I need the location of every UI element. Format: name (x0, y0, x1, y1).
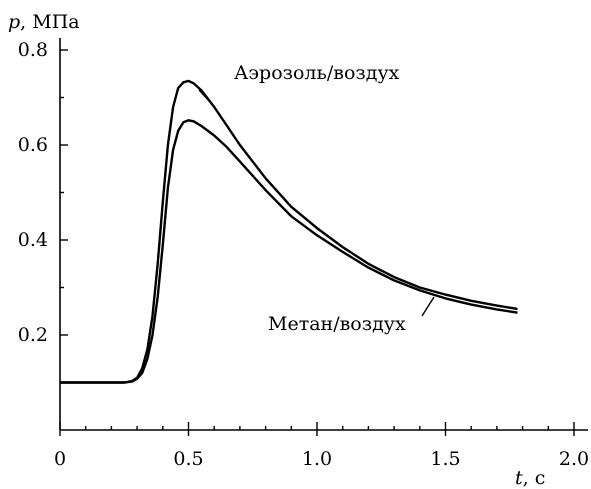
x-tick-label: 2.0 (559, 448, 589, 470)
series-leader-aerosol (198, 89, 212, 104)
y-axis-unit: , МПа (20, 11, 79, 33)
y-tick-label: 0.2 (18, 324, 48, 346)
series-line-methane (60, 119, 518, 384)
series-label-methane: Метан/воздух (268, 313, 406, 335)
series-label-aerosol: Аэрозоль/воздух (234, 62, 400, 84)
tick-labels: 0 0.5 1.0 1.5 2.0 0.2 0.4 0.6 0.8 (18, 39, 589, 470)
series-labels: Аэрозоль/воздух Метан/воздух (198, 62, 435, 335)
y-tick-label: 0.4 (18, 229, 48, 251)
x-tick-label: 0 (54, 448, 66, 470)
x-tick-label: 1.0 (302, 448, 332, 470)
x-tick-label: 0.5 (173, 448, 203, 470)
series-line-aerosol (60, 79, 518, 384)
series-lines (60, 79, 518, 384)
x-tick-label: 1.5 (430, 448, 460, 470)
series-leader-methane (421, 296, 435, 317)
x-axis-title: t, с (515, 467, 545, 489)
y-axis-title: p, МПа (8, 11, 80, 33)
axes (59, 38, 588, 431)
y-tick-label: 0.8 (18, 39, 48, 61)
y-axis-variable: p (8, 11, 20, 33)
x-axis-variable: t (515, 467, 523, 489)
x-axis-unit: , с (523, 467, 546, 489)
tick-marks (59, 49, 575, 436)
y-tick-label: 0.6 (18, 134, 48, 156)
